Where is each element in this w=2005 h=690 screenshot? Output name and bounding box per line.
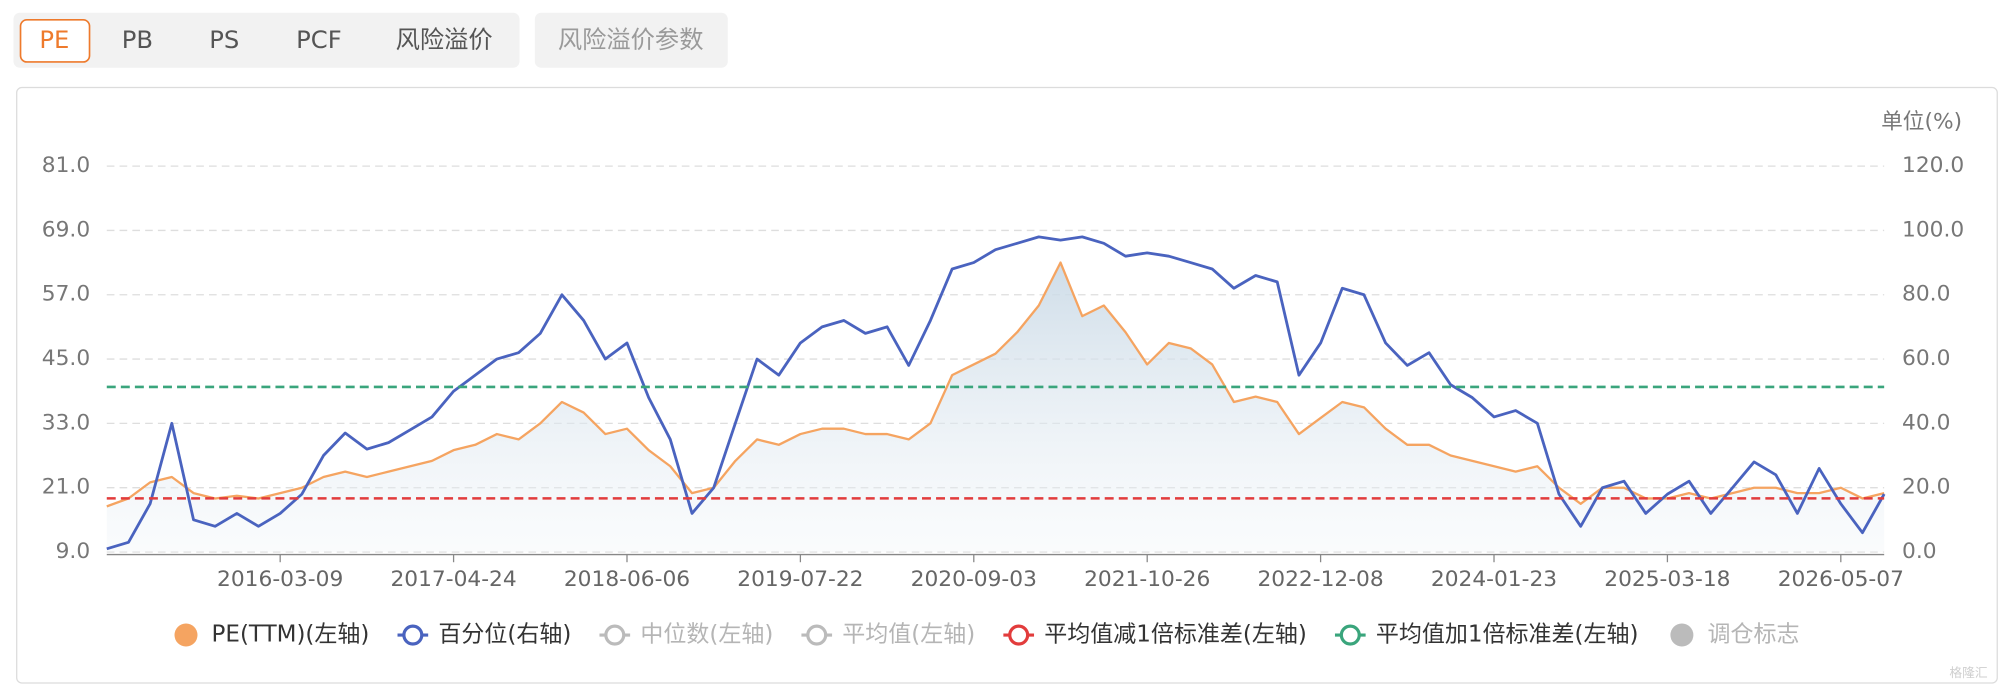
y-tick-label: 21.0 — [42, 475, 90, 500]
y2-unit-label: 单位(%) — [1881, 110, 1962, 135]
y-tick-label: 9.0 — [56, 539, 91, 564]
legend-item[interactable]: 中位数(左轴) — [599, 622, 773, 648]
legend-label[interactable]: 调仓标志 — [1707, 622, 1799, 648]
legend-item[interactable]: 调仓标志 — [1670, 622, 1799, 648]
legend-item[interactable]: 平均值加1倍标准差(左轴) — [1334, 622, 1639, 648]
y-tick-label: 69.0 — [42, 217, 90, 242]
legend-marker — [1670, 623, 1694, 647]
extra-tab-bg[interactable] — [534, 12, 728, 68]
tab[interactable]: 风险溢价 — [396, 25, 493, 54]
tab[interactable]: PE — [39, 25, 69, 54]
y2-tick-label: 120.0 — [1902, 153, 1964, 178]
legend-item[interactable]: 平均值减1倍标准差(左轴) — [1003, 622, 1307, 648]
y2-tick-label: 80.0 — [1902, 282, 1950, 307]
y2-tick-label: 40.0 — [1902, 410, 1950, 435]
legend-label[interactable]: 平均值减1倍标准差(左轴) — [1044, 622, 1307, 648]
legend-marker — [1339, 624, 1361, 646]
y-tick-label: 45.0 — [42, 346, 90, 371]
y-tick-label: 33.0 — [42, 410, 90, 435]
x-tick-label: 2022-12-08 — [1257, 567, 1383, 592]
x-tick-label: 2025-03-18 — [1604, 567, 1730, 592]
x-tick-label: 2018-06-06 — [564, 567, 690, 592]
y-tick-label: 57.0 — [42, 282, 90, 307]
legend-marker — [402, 624, 424, 646]
x-tick-label: 2024-01-23 — [1431, 567, 1557, 592]
y2-tick-label: 0.0 — [1902, 539, 1937, 564]
extra-tab[interactable]: 风险溢价参数 — [558, 25, 704, 54]
legend-label[interactable]: 平均值(左轴) — [842, 622, 975, 648]
y-tick-label: 81.0 — [42, 153, 90, 178]
legend-label[interactable]: 百分位(右轴) — [438, 622, 571, 648]
legend-marker — [806, 624, 828, 646]
series-line — [106, 235, 1886, 551]
tab-active-box — [19, 18, 91, 63]
legend-marker — [604, 624, 626, 646]
x-tick-label: 2021-10-26 — [1084, 567, 1210, 592]
legend-label[interactable]: 平均值加1倍标准差(左轴) — [1376, 622, 1639, 648]
x-tick-label: 2026-05-07 — [1778, 567, 1904, 592]
legend-item[interactable]: 百分位(右轴) — [397, 622, 572, 648]
tab-bar — [13, 12, 520, 68]
legend-marker — [1008, 624, 1030, 646]
legend-item[interactable]: 平均值(左轴) — [801, 622, 975, 648]
tab[interactable]: PS — [209, 25, 239, 54]
tab[interactable]: PB — [122, 25, 153, 54]
watermark: 格隆汇 — [1949, 665, 1988, 681]
x-tick-label: 2020-09-03 — [911, 567, 1037, 592]
y2-tick-label: 100.0 — [1902, 217, 1964, 242]
x-tick-label: 2017-04-24 — [390, 567, 516, 592]
legend-item[interactable]: PE(TTM)(左轴) — [174, 622, 370, 648]
legend-marker — [174, 623, 198, 647]
y2-tick-label: 20.0 — [1902, 475, 1950, 500]
tab[interactable]: PCF — [296, 25, 342, 54]
x-tick-label: 2016-03-09 — [217, 567, 343, 592]
x-tick-label: 2019-07-22 — [737, 567, 863, 592]
legend-label[interactable]: PE(TTM)(左轴) — [212, 622, 370, 648]
area — [106, 262, 1885, 552]
legend-label[interactable]: 中位数(左轴) — [640, 622, 773, 648]
y2-tick-label: 60.0 — [1902, 346, 1950, 371]
